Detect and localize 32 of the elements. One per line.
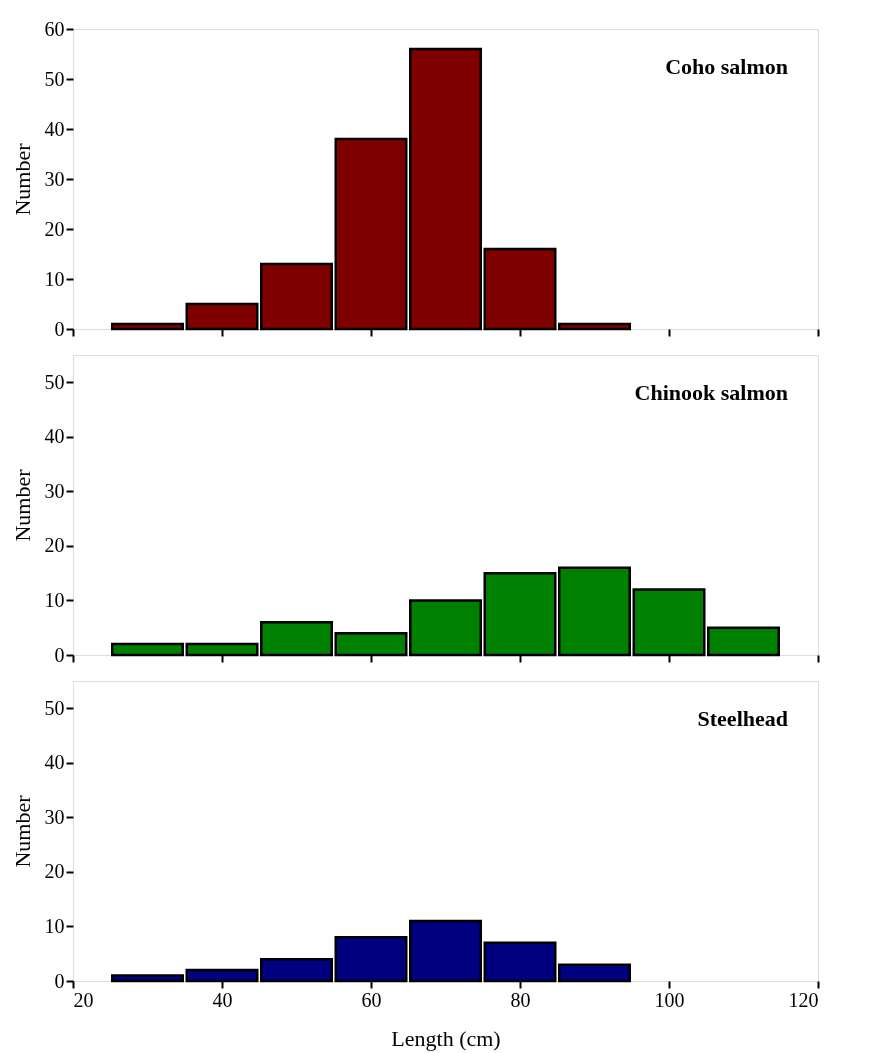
y-tick-label: 0 [54, 643, 65, 666]
y-tick-label: 50 [44, 67, 65, 90]
y-tick-label: 40 [44, 751, 65, 774]
y-tick-label: 50 [44, 370, 65, 393]
y-tick-label: 30 [44, 479, 65, 502]
y-tick-label: 40 [44, 425, 65, 448]
y-axis-title: Number [9, 468, 35, 542]
y-tick-label: 60 [44, 17, 65, 40]
x-tick-label: 20 [73, 988, 94, 1011]
text: Chinook salmon [634, 380, 788, 405]
y-tick-label: 0 [54, 969, 65, 992]
y-tick-label: 20 [44, 860, 65, 883]
y-tick-label: 10 [44, 588, 65, 611]
x-tick-label: 80 [510, 988, 531, 1011]
y-tick-label: 0 [54, 317, 65, 340]
text: Coho salmon [665, 54, 788, 79]
y-axis-title: Number [9, 142, 35, 216]
x-tick-label: 120 [788, 988, 819, 1011]
y-tick-label: 30 [44, 167, 65, 190]
y-tick-label: 40 [44, 117, 65, 140]
y-tick-label: 20 [44, 217, 65, 240]
y-axis-title: Number [9, 794, 35, 868]
x-axis-title: Length (cm) [391, 1025, 501, 1051]
y-tick-label: 10 [44, 914, 65, 937]
y-tick-label: 30 [44, 805, 65, 828]
x-tick-label: 100 [654, 988, 685, 1011]
x-tick-label: 40 [212, 988, 233, 1011]
x-tick-label: 60 [361, 988, 382, 1011]
y-tick-label: 10 [44, 267, 65, 290]
text: Steelhead [697, 706, 788, 731]
y-tick-label: 50 [44, 696, 65, 719]
y-tick-label: 20 [44, 534, 65, 557]
